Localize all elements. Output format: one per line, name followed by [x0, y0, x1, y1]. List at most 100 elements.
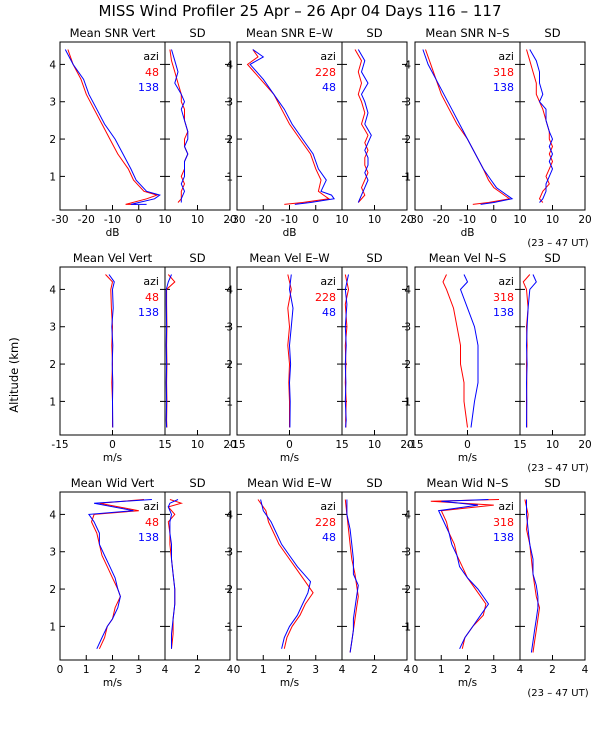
x-tick-label-r2c5-2: 15: [513, 439, 526, 451]
series-line-r1c1-0: [67, 49, 159, 205]
x-axis-label-r1c1: dB: [106, 227, 120, 239]
y-tick-label-r2c1-1: 2: [49, 359, 56, 371]
y-tick-label-r1c1-2: 3: [49, 97, 56, 109]
panel-r2c2: SD 10 20: [164, 251, 237, 451]
series-line-r1c6-0: [526, 49, 554, 203]
x-tick-label-r1c1-1: -20: [78, 214, 95, 226]
legend-entry-r2c5-0: 318: [493, 291, 514, 304]
legend-entry-r3c5-1: 138: [493, 531, 514, 544]
series-line-r3c3-0: [257, 499, 314, 649]
panel-title-r1c3: Mean SNR E–W: [246, 26, 333, 40]
y-tick-label-r3c3-2: 3: [226, 547, 233, 559]
series-line-r2c2-0: [166, 274, 176, 428]
series-line-r3c6-0: [524, 499, 541, 653]
legend-entry-r2c3-0: 228: [315, 291, 336, 304]
legend-title-r3c1: azi: [143, 500, 159, 513]
panel-title-r1c2: SD: [189, 26, 205, 40]
panel-r3c2: SD 2 4: [164, 476, 234, 676]
y-tick-label-r2c1-2: 3: [49, 322, 56, 334]
x-axis-label-r2c5: m/s: [458, 452, 477, 464]
legend-entry-r1c1-0: 48: [145, 66, 159, 79]
legend-entry-r2c5-1: 138: [493, 306, 514, 319]
panel-title-r3c5: Mean Wid N–S: [427, 476, 509, 490]
y-tick-label-r2c3-0: 1: [226, 396, 233, 408]
x-tick-label-r2c5-1: 0: [464, 439, 471, 451]
series-line-r2c3-0: [287, 274, 292, 428]
x-tick-label-r3c4-1: 4: [404, 664, 411, 676]
y-tick-label-r1c3-1: 2: [226, 134, 233, 146]
panel-title-r2c4: SD: [366, 251, 382, 265]
panel-r1c3: Mean SNR E–W 1 2 3 4 -30 -20 -10 0 10 dB azi 228 48: [226, 26, 348, 239]
x-tick-label-r3c5-0: 0: [412, 664, 419, 676]
legend-entry-r3c5-0: 318: [493, 516, 514, 529]
panel-title-r1c5: Mean SNR N–S: [425, 26, 509, 40]
x-tick-label-r2c6-1: 20: [578, 439, 591, 451]
panel-title-r3c1: Mean Wid Vert: [71, 476, 155, 490]
x-tick-label-r1c2-0: 10: [191, 214, 204, 226]
y-tick-label-r3c5-2: 3: [404, 547, 411, 559]
x-tick-label-r1c5-3: 0: [490, 214, 497, 226]
y-tick-label-r1c5-1: 2: [404, 134, 411, 146]
y-tick-label-r2c3-1: 2: [226, 359, 233, 371]
series-line-r1c3-1: [249, 49, 335, 205]
panel-frame-r3c2: [164, 491, 231, 661]
x-tick-label-r1c1-2: -10: [104, 214, 121, 226]
y-tick-label-r2c5-1: 2: [404, 359, 411, 371]
legend-entry-r2c1-1: 138: [138, 306, 159, 319]
y-tick-label-r2c3-2: 3: [226, 322, 233, 334]
panel-title-r1c1: Mean SNR Vert: [70, 26, 156, 40]
x-tick-label-r1c4-0: 10: [368, 214, 381, 226]
x-tick-label-r3c5-2: 2: [464, 664, 471, 676]
x-tick-label-r1c5-4: 10: [513, 214, 526, 226]
time-note-row-3: (23 – 47 UT): [527, 688, 588, 699]
x-tick-label-r3c3-0: 0: [234, 664, 241, 676]
x-axis-label-r3c5: m/s: [458, 677, 477, 689]
series-line-r3c5-0: [430, 499, 500, 649]
y-tick-label-r3c3-3: 4: [226, 509, 233, 521]
legend-title-r3c3: azi: [320, 500, 336, 513]
x-tick-label-r3c3-2: 2: [286, 664, 293, 676]
panel-frame-r1c2: [164, 41, 231, 211]
y-tick-label-r3c3-1: 2: [226, 584, 233, 596]
legend-entry-r1c3-1: 48: [322, 81, 336, 94]
legend-title-r1c5: azi: [498, 50, 514, 63]
x-tick-label-r2c5-0: -15: [406, 439, 423, 451]
legend-title-r2c3: azi: [320, 275, 336, 288]
legend-title-r2c1: azi: [143, 275, 159, 288]
series-line-r2c4-1: [344, 274, 349, 428]
series-line-r2c5-0: [442, 274, 468, 428]
series-line-r1c2-0: [169, 49, 189, 203]
x-tick-label-r3c6-0: 2: [549, 664, 556, 676]
y-tick-label-r2c1-0: 1: [49, 396, 56, 408]
y-tick-label-r1c3-3: 4: [226, 59, 233, 71]
series-line-r3c6-1: [526, 499, 539, 653]
y-tick-label-r2c5-2: 3: [404, 322, 411, 334]
series-line-r1c5-1: [422, 49, 514, 205]
x-tick-label-r3c3-4: 4: [339, 664, 346, 676]
y-tick-label-r3c1-3: 4: [49, 509, 56, 521]
panel-frame-r2c4: [341, 266, 408, 436]
panel-frame-r2c2: [164, 266, 231, 436]
x-tick-label-r1c1-0: -30: [51, 214, 68, 226]
x-tick-label-r1c2-1: 20: [223, 214, 236, 226]
panel-r1c1: Mean SNR Vert 1 2 3 4 -30 -20 -10 0 10 dB azi 48 138: [49, 26, 171, 239]
series-line-r3c3-1: [260, 499, 312, 649]
legend-entry-r1c1-1: 138: [138, 81, 159, 94]
panel-r1c4: SD 10 20: [341, 26, 414, 226]
x-tick-label-r3c1-1: 1: [83, 664, 90, 676]
y-tick-label-r1c1-1: 2: [49, 134, 56, 146]
y-tick-label-r2c5-0: 1: [404, 396, 411, 408]
x-tick-label-r1c1-3: 0: [135, 214, 142, 226]
panel-title-r1c6: SD: [544, 26, 560, 40]
panel-title-r2c3: Mean Vel E–W: [249, 251, 329, 265]
x-tick-label-r3c1-0: 0: [57, 664, 64, 676]
panel-title-r3c6: SD: [544, 476, 560, 490]
panel-r2c6: SD 10 20: [519, 251, 592, 451]
panel-r3c6: SD 2 4: [519, 476, 589, 676]
series-line-r1c2-1: [171, 49, 189, 203]
x-tick-label-r3c1-2: 2: [109, 664, 116, 676]
y-tick-label-r1c3-2: 3: [226, 97, 233, 109]
